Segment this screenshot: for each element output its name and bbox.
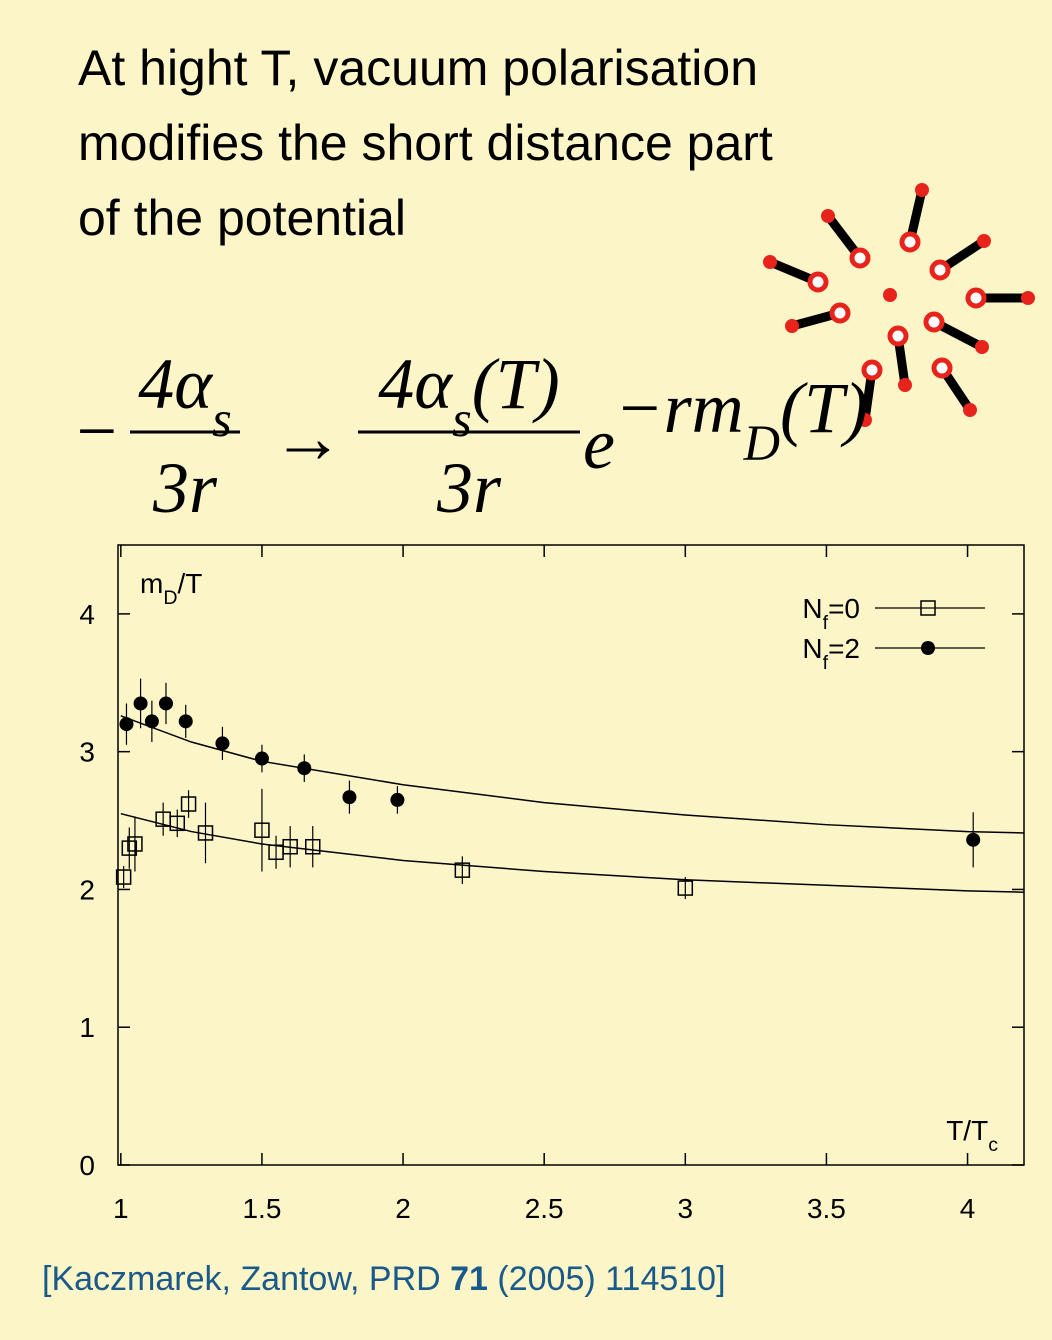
legend-label: Nf=2 xyxy=(802,633,860,674)
gluon-ends xyxy=(763,183,1035,427)
legend-label-part: f xyxy=(823,652,829,674)
legend-marker xyxy=(920,600,936,616)
formula-numerator-part: s xyxy=(452,391,472,447)
marker xyxy=(115,869,132,885)
formula-numerator-part: (T) xyxy=(472,344,560,424)
formula-exponent: −rmD(T) xyxy=(615,368,868,471)
y-axis-label-part: D xyxy=(163,587,177,609)
citation: [Kaczmarek, Zantow, PRD 71 (2005) 114510… xyxy=(42,1260,726,1298)
formula-denominator: 3r xyxy=(152,448,218,528)
legend-label-part: N xyxy=(802,593,822,624)
formula-arrow: → xyxy=(272,398,344,478)
marker xyxy=(677,880,694,896)
formula-numerator: 4αs(T) xyxy=(378,344,559,447)
marker xyxy=(180,796,197,812)
fit-curve xyxy=(120,715,1025,834)
y-axis-label: mD/T xyxy=(140,568,202,609)
marker xyxy=(282,838,298,855)
legend-label: Nf=0 xyxy=(802,593,860,634)
marker xyxy=(966,832,981,847)
x-tick-label: 1 xyxy=(113,1193,129,1224)
citation-part: [Kaczmarek, Zantow, PRD xyxy=(42,1260,450,1298)
formula-sign: − xyxy=(72,391,121,471)
x-tick-label: 2.5 xyxy=(525,1193,564,1224)
y-tick-label: 0 xyxy=(79,1150,95,1181)
formula-numerator-part: 4α xyxy=(378,344,453,424)
formula-exponent-part: (T) xyxy=(780,368,868,448)
y-tick-label: 2 xyxy=(79,874,95,905)
formula-denominator: 3r xyxy=(436,448,502,528)
y-axis-label-part: /T xyxy=(177,568,202,599)
legend-label-part: =0 xyxy=(828,593,860,624)
marker xyxy=(215,736,230,751)
legend-label-part: =2 xyxy=(828,633,860,664)
citation-part: 71 xyxy=(450,1260,488,1298)
y-tick-label: 1 xyxy=(79,1012,95,1043)
formula-numerator-part: s xyxy=(212,391,232,447)
legend-marker xyxy=(921,641,935,655)
marker xyxy=(178,714,193,729)
legend-label-part: f xyxy=(823,612,829,634)
y-tick-label: 3 xyxy=(79,737,95,768)
heading-line: At hight T, vacuum polarisation xyxy=(78,40,758,96)
x-axis-label-part: c xyxy=(988,1134,998,1156)
plot-frame xyxy=(117,544,1025,1166)
x-axis-label: T/Tc xyxy=(946,1115,998,1156)
citation-part: (2005) 114510] xyxy=(488,1260,726,1298)
heading-line: modifies the short distance part xyxy=(78,115,773,171)
x-tick-label: 1.5 xyxy=(242,1193,281,1224)
marker xyxy=(254,822,270,838)
marker xyxy=(127,836,143,852)
y-tick-label: 4 xyxy=(79,599,95,630)
marker xyxy=(254,751,269,766)
marker xyxy=(297,761,312,776)
marker xyxy=(169,815,186,832)
x-tick-label: 3.5 xyxy=(807,1193,846,1224)
marker xyxy=(304,838,321,855)
x-axis-label-part: T/T xyxy=(946,1115,988,1146)
marker xyxy=(133,696,148,711)
marker xyxy=(144,714,159,729)
x-tick-label: 4 xyxy=(960,1193,976,1224)
quark-rings xyxy=(807,231,987,381)
fit-curve xyxy=(120,812,1025,893)
heading-line: of the potential xyxy=(78,190,406,246)
formula-exponent-part: D xyxy=(743,415,780,471)
formula-exponent-part: −rm xyxy=(615,368,744,448)
marker xyxy=(119,717,134,732)
marker xyxy=(197,825,214,841)
marker xyxy=(454,862,471,878)
legend-label-part: N xyxy=(802,633,822,664)
marker xyxy=(121,840,138,856)
y-axis-label-part: m xyxy=(140,568,163,599)
marker xyxy=(342,790,357,805)
marker xyxy=(390,792,405,807)
marker xyxy=(158,696,173,711)
formula-numerator: 4αs xyxy=(138,344,231,447)
x-tick-label: 3 xyxy=(678,1193,694,1224)
formula-base: e xyxy=(583,404,615,484)
formula-numerator-part: 4α xyxy=(138,344,213,424)
x-tick-label: 2 xyxy=(395,1193,411,1224)
